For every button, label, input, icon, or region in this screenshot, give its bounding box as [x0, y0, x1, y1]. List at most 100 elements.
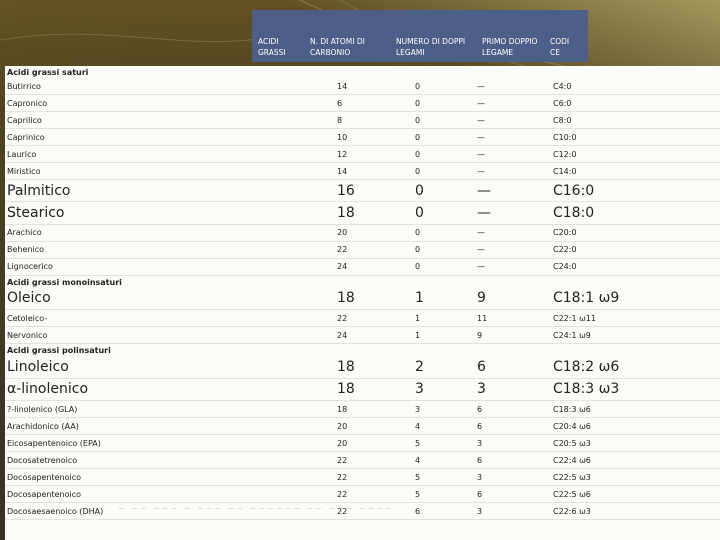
carbon-count: 24: [337, 330, 348, 340]
carbon-count: 14: [337, 81, 348, 91]
table-row: Behenico 22 0 — C22:0: [5, 242, 720, 259]
fatty-acid-name: Arachidonico (AA): [7, 421, 79, 431]
first-double-bond: —: [477, 98, 485, 108]
fatty-acid-code: C22:5 ω3: [553, 472, 591, 482]
carbon-count: 22: [337, 489, 348, 499]
carbon-count: 18: [337, 290, 355, 307]
first-double-bond: 3: [477, 438, 483, 448]
fatty-acid-code: C10:0: [553, 132, 577, 142]
first-double-bond: —: [477, 245, 485, 255]
double-bond-count: 0: [415, 98, 421, 108]
double-bond-count: 4: [415, 421, 421, 431]
table-row: Lignocerico 24 0 — C24:0: [5, 259, 720, 276]
fatty-acid-name: Miristico: [7, 166, 41, 176]
double-bond-count: 0: [415, 245, 421, 255]
table-row: Oleico 18 1 9 C18:1 ω9: [5, 288, 720, 311]
fatty-acid-code: C24:1 ω9: [553, 330, 591, 340]
fatty-acid-name: Caprilico: [7, 115, 42, 125]
first-double-bond: 3: [477, 506, 483, 516]
table-row: α-linolenico 18 3 3 C18:3 ω3: [5, 379, 720, 401]
fatty-acid-name: Capronico: [7, 98, 48, 108]
double-bond-count: 5: [415, 489, 421, 499]
section-title: Acidi grassi polinsaturi: [7, 346, 111, 356]
first-double-bond: —: [477, 205, 491, 222]
header-first-double-bond: PRIMO DOPPIO LEGAME: [482, 37, 538, 57]
fatty-acid-code: C8:0: [553, 115, 572, 125]
table-row: Arachidonico (AA) 20 4 6 C20:4 ω6: [5, 418, 720, 435]
carbon-count: 20: [337, 421, 348, 431]
carbon-count: 18: [337, 358, 355, 375]
table-row: Stearico 18 0 — C18:0: [5, 202, 720, 225]
fatty-acid-name: Behenico: [7, 245, 44, 255]
fatty-acid-code: C18:3 ω3: [553, 381, 620, 398]
carbon-count: 22: [337, 245, 348, 255]
double-bond-count: 2: [415, 358, 424, 375]
fatty-acid-code: C20:5 ω3: [553, 438, 591, 448]
fatty-acid-code: C24:0: [553, 262, 577, 272]
first-double-bond: 11: [477, 313, 488, 323]
double-bond-count: 0: [415, 149, 421, 159]
table-row: Laurico 12 0 — C12:0: [5, 146, 720, 163]
double-bond-count: 5: [415, 472, 421, 482]
first-double-bond: —: [477, 132, 485, 142]
carbon-count: 22: [337, 455, 348, 465]
carbon-count: 8: [337, 115, 343, 125]
first-double-bond: —: [477, 81, 485, 91]
fatty-acid-name: Docosapentenoico: [7, 489, 82, 499]
carbon-count: 18: [337, 404, 348, 414]
table-row: Docosaesaenoico (DHA) 22 6 3 C22:6 ω3: [5, 503, 720, 520]
carbon-count: 10: [337, 132, 348, 142]
table-row: Capronico 6 0 — C6:0: [5, 95, 720, 112]
double-bond-count: 0: [415, 262, 421, 272]
fatty-acid-name: Nervonico: [7, 330, 48, 340]
double-bond-count: 0: [415, 182, 424, 199]
table-row: Caprinico 10 0 — C10:0: [5, 129, 720, 146]
first-double-bond: 6: [477, 404, 483, 414]
first-double-bond: 3: [477, 381, 486, 398]
carbon-count: 16: [337, 182, 355, 199]
fatty-acid-code: C18:0: [553, 205, 595, 222]
fatty-acid-code: C22:1 ω11: [553, 313, 596, 323]
first-double-bond: 3: [477, 472, 483, 482]
section-header: Acidi grassi monoinsaturi: [5, 276, 720, 288]
double-bond-count: 1: [415, 313, 421, 323]
carbon-count: 20: [337, 228, 348, 238]
fatty-acid-code: C4:0: [553, 81, 572, 91]
fatty-acid-name: Docosatetrenoico: [7, 455, 78, 465]
carbon-count: 20: [337, 438, 348, 448]
fatty-acid-code: C18:3 ω6: [553, 404, 591, 414]
double-bond-count: 5: [415, 438, 421, 448]
fatty-acid-code: C22:5 ω6: [553, 489, 591, 499]
carbon-count: 22: [337, 506, 348, 516]
fatty-acid-name: Cetoleico-: [7, 313, 48, 323]
watermark: ~ ~~ ~~~ ~ ~~~ ~~ ~~~~~~ ~~ ~~~ ~~~~: [118, 504, 394, 513]
fatty-acid-code: C18:2 ω6: [553, 358, 620, 375]
table-row: Miristico 14 0 — C14:0: [5, 163, 720, 180]
first-double-bond: —: [477, 228, 485, 238]
carbon-count: 14: [337, 166, 348, 176]
fatty-acids-table: Acidi grassi saturi Butirrico 14 0— C4:0 Capr…: [5, 66, 720, 540]
table-row: ?-linolenico (GLA) 18 3 6 C18:3 ω6: [5, 401, 720, 418]
fatty-acid-code: C12:0: [553, 149, 577, 159]
fatty-acid-name: ?-linolenico (GLA): [7, 404, 78, 414]
fatty-acid-code: C6:0: [553, 98, 572, 108]
section-title: Acidi grassi saturi: [7, 68, 89, 77]
table-row: Cetoleico- 22 1 11 C22:1 ω11: [5, 310, 720, 328]
carbon-count: 6: [337, 98, 343, 108]
fatty-acid-name: Laurico: [7, 149, 37, 159]
fatty-acid-name: Docosaesaenoico (DHA): [7, 506, 104, 516]
first-double-bond: —: [477, 149, 485, 159]
table-row: Caprilico 8 0 — C8:0: [5, 112, 720, 129]
double-bond-count: 0: [415, 81, 421, 91]
first-double-bond: 6: [477, 421, 483, 431]
first-double-bond: 6: [477, 455, 483, 465]
fatty-acid-code: C22:0: [553, 245, 577, 255]
fatty-acid-name: Butirrico: [7, 81, 41, 91]
fatty-acid-code: C18:1 ω9: [553, 290, 620, 307]
carbon-count: 12: [337, 149, 348, 159]
section-header: Acidi grassi polinsaturi: [5, 344, 720, 356]
fatty-acid-code: C16:0: [553, 182, 595, 199]
carbon-count: 22: [337, 313, 348, 323]
double-bond-count: 1: [415, 330, 421, 340]
table-row: Butirrico 14 0 — C4:0: [5, 78, 720, 95]
